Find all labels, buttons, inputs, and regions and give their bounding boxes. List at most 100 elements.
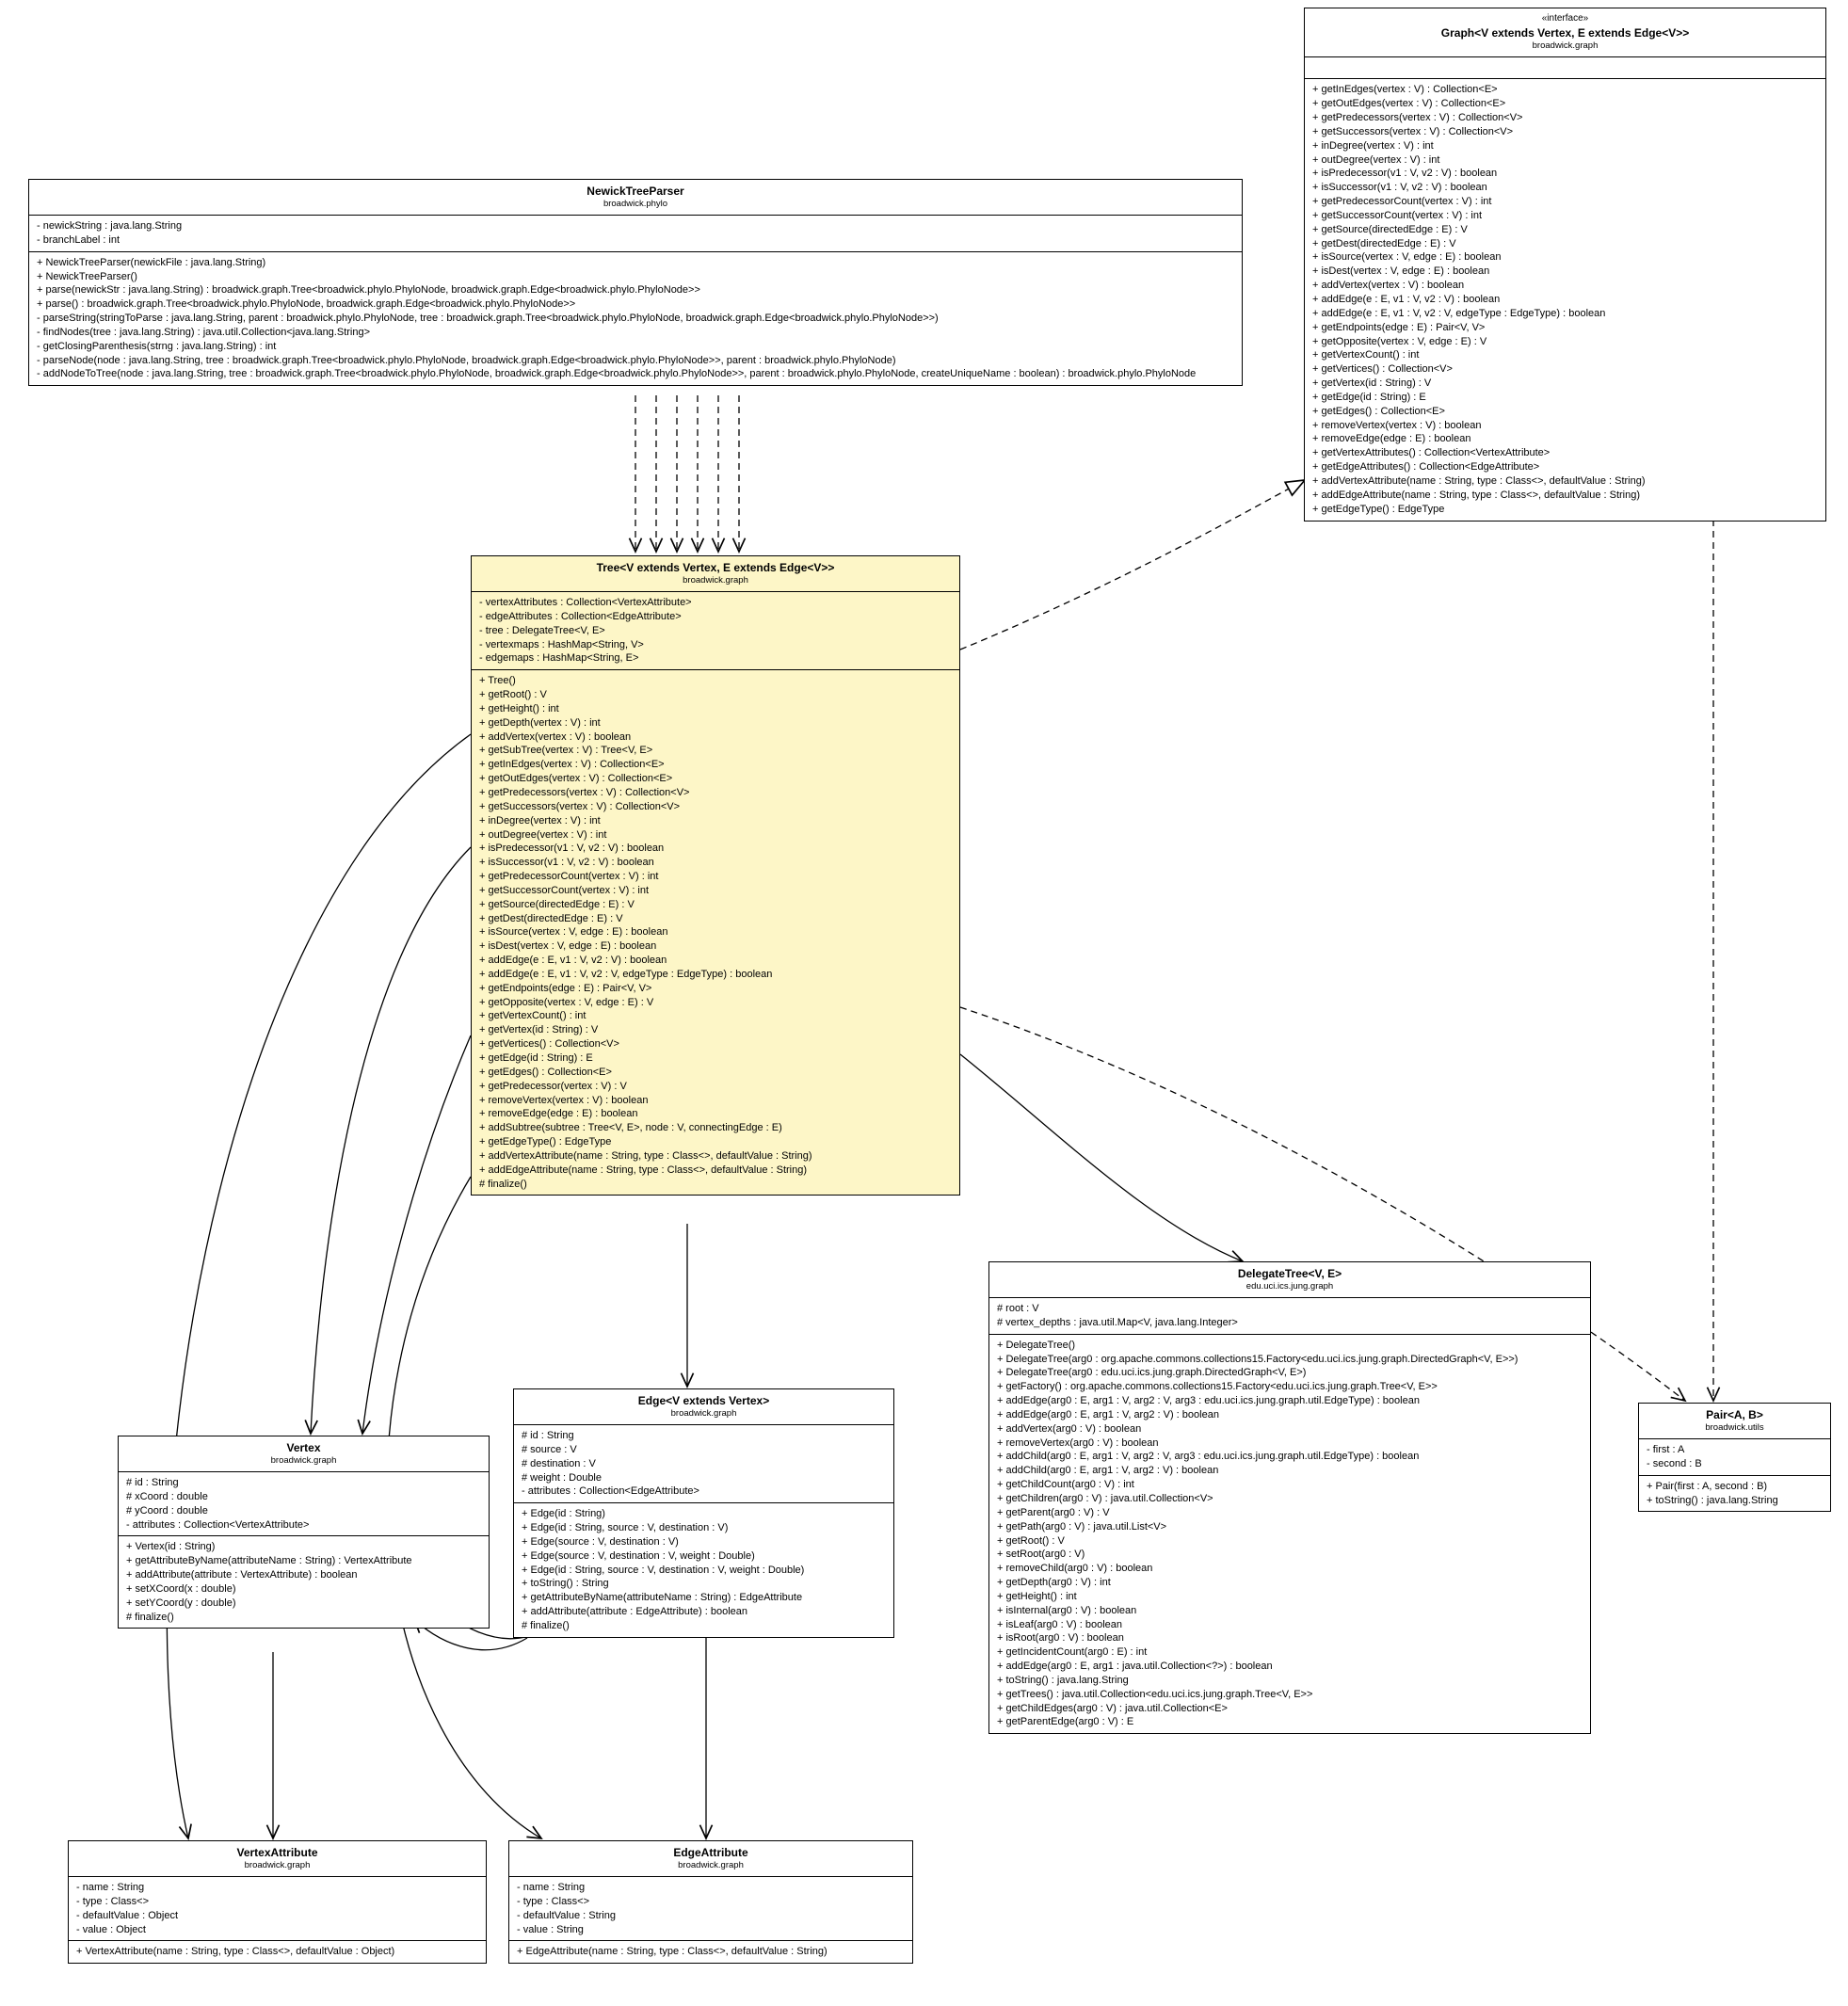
operation-row: # finalize() [479, 1178, 952, 1192]
operation-row: + getParentEdge(arg0 : V) : E [997, 1715, 1583, 1729]
operation-row: + addVertex(vertex : V) : boolean [479, 730, 952, 745]
attribute-row: - name : String [517, 1881, 905, 1895]
operation-row: # finalize() [126, 1611, 481, 1625]
attribute-row: - type : Class<> [517, 1895, 905, 1909]
uml-class-tree: Tree<V extends Vertex, E extends Edge<V>… [471, 555, 960, 1196]
operation-row: + addChild(arg0 : E, arg1 : V, arg2 : V,… [997, 1450, 1583, 1464]
operation-row: + VertexAttribute(name : String, type : … [76, 1945, 478, 1959]
operation-row: + getSource(directedEdge : E) : V [479, 898, 952, 912]
operation-row: + setRoot(arg0 : V) [997, 1548, 1583, 1562]
operations-section: + getInEdges(vertex : V) : Collection<E>… [1305, 79, 1825, 520]
operation-row: + getIncidentCount(arg0 : E) : int [997, 1645, 1583, 1660]
operation-row: + getSubTree(vertex : V) : Tree<V, E> [479, 744, 952, 758]
operation-row: + DelegateTree(arg0 : edu.uci.ics.jung.g… [997, 1366, 1583, 1380]
operation-row: + getEndpoints(edge : E) : Pair<V, V> [479, 982, 952, 996]
operation-row: + getChildEdges(arg0 : V) : java.util.Co… [997, 1702, 1583, 1716]
operation-row: + addVertexAttribute(name : String, type… [479, 1149, 952, 1163]
attributes-section: - name : String- type : Class<>- default… [69, 1877, 486, 1941]
operation-row: + removeVertex(arg0 : V) : boolean [997, 1436, 1583, 1451]
operation-row: + Edge(source : V, destination : V, weig… [522, 1549, 886, 1564]
operation-row: + getEdges() : Collection<E> [1312, 405, 1818, 419]
operation-row: + Pair(first : A, second : B) [1647, 1480, 1823, 1494]
operation-row: + getSuccessorCount(vertex : V) : int [479, 884, 952, 898]
class-package: broadwick.graph [74, 1860, 480, 1872]
attribute-row: - vertexmaps : HashMap<String, V> [479, 638, 952, 652]
operations-section: + DelegateTree()+ DelegateTree(arg0 : or… [989, 1335, 1590, 1734]
operation-row: + getPredecessorCount(vertex : V) : int [479, 870, 952, 884]
operation-row: + getOutEdges(vertex : V) : Collection<E… [1312, 97, 1818, 111]
class-name: Vertex [286, 1441, 320, 1454]
uml-class-pair: Pair<A, B>broadwick.utils- first : A- se… [1638, 1403, 1831, 1512]
class-title: EdgeAttributebroadwick.graph [509, 1841, 912, 1877]
operations-section: + Tree()+ getRoot() : V+ getHeight() : i… [472, 670, 959, 1195]
attribute-row: # yCoord : double [126, 1504, 481, 1518]
class-title: Edge<V extends Vertex>broadwick.graph [514, 1389, 893, 1425]
operation-row: + getOpposite(vertex : V, edge : E) : V [479, 996, 952, 1010]
uml-class-vertex: Vertexbroadwick.graph# id : String# xCoo… [118, 1436, 490, 1629]
operation-row: + EdgeAttribute(name : String, type : Cl… [517, 1945, 905, 1959]
class-name: EdgeAttribute [673, 1846, 747, 1859]
attributes-section: # root : V# vertex_depths : java.util.Ma… [989, 1298, 1590, 1335]
operation-row: + setXCoord(x : double) [126, 1582, 481, 1597]
operation-row: + getOutEdges(vertex : V) : Collection<E… [479, 772, 952, 786]
class-package: broadwick.graph [515, 1860, 907, 1872]
operation-row: - findNodes(tree : java.lang.String) : j… [37, 326, 1234, 340]
operation-row: + getInEdges(vertex : V) : Collection<E> [479, 758, 952, 772]
operation-row: + getChildCount(arg0 : V) : int [997, 1478, 1583, 1492]
operation-row: + addEdge(e : E, v1 : V, v2 : V, edgeTyp… [1312, 307, 1818, 321]
class-name: Tree<V extends Vertex, E extends Edge<V>… [597, 561, 835, 574]
operation-row: + toString() : String [522, 1577, 886, 1591]
class-title: Pair<A, B>broadwick.utils [1639, 1404, 1830, 1439]
operation-row: + Edge(id : String) [522, 1507, 886, 1521]
operation-row: - parseNode(node : java.lang.String, tre… [37, 354, 1234, 368]
class-package: broadwick.utils [1645, 1422, 1824, 1435]
operation-row: + parse(newickStr : java.lang.String) : … [37, 283, 1234, 297]
class-package: broadwick.graph [124, 1455, 483, 1468]
operation-row: + isInternal(arg0 : V) : boolean [997, 1604, 1583, 1618]
attribute-row: # id : String [522, 1429, 886, 1443]
operation-row: + getEdge(id : String) : E [479, 1051, 952, 1066]
operation-row: + isPredecessor(v1 : V, v2 : V) : boolea… [479, 842, 952, 856]
operation-row: - getClosingParenthesis(strng : java.lan… [37, 340, 1234, 354]
attribute-row: # weight : Double [522, 1471, 886, 1485]
class-package: broadwick.graph [477, 575, 954, 587]
operation-row: + isDest(vertex : V, edge : E) : boolean [479, 939, 952, 954]
operation-row: + removeVertex(vertex : V) : boolean [1312, 419, 1818, 433]
operation-row: + getEdgeType() : EdgeType [1312, 503, 1818, 517]
operation-row: + Edge(id : String, source : V, destinat… [522, 1521, 886, 1535]
class-package: broadwick.phylo [35, 199, 1236, 211]
operation-row: + DelegateTree(arg0 : org.apache.commons… [997, 1353, 1583, 1367]
attribute-row: - value : String [517, 1923, 905, 1937]
operation-row: + addChild(arg0 : E, arg1 : V, arg2 : V)… [997, 1464, 1583, 1478]
operation-row: + removeVertex(vertex : V) : boolean [479, 1094, 952, 1108]
attribute-row: - edgemaps : HashMap<String, E> [479, 651, 952, 666]
operation-row: + getEdges() : Collection<E> [479, 1066, 952, 1080]
attribute-row: # id : String [126, 1476, 481, 1490]
operation-row: + getVertex(id : String) : V [479, 1023, 952, 1037]
attribute-row: # root : V [997, 1302, 1583, 1316]
operation-row: + Tree() [479, 674, 952, 688]
operation-row: + getPath(arg0 : V) : java.util.List<V> [997, 1520, 1583, 1534]
operation-row: + getSuccessorCount(vertex : V) : int [1312, 209, 1818, 223]
operation-row: + getEndpoints(edge : E) : Pair<V, V> [1312, 321, 1818, 335]
attribute-row: - tree : DelegateTree<V, E> [479, 624, 952, 638]
class-package: edu.uci.ics.jung.graph [995, 1281, 1584, 1293]
operation-row: + getChildren(arg0 : V) : java.util.Coll… [997, 1492, 1583, 1506]
operation-row: + addEdge(e : E, v1 : V, v2 : V, edgeTyp… [479, 968, 952, 982]
operation-row: + getVertexCount() : int [479, 1009, 952, 1023]
operation-row: + addEdge(arg0 : E, arg1 : V, arg2 : V, … [997, 1394, 1583, 1408]
operation-row: + getPredecessor(vertex : V) : V [479, 1080, 952, 1094]
operation-row: + addEdge(arg0 : E, arg1 : V, arg2 : V) … [997, 1408, 1583, 1422]
operation-row: + isSource(vertex : V, edge : E) : boole… [1312, 250, 1818, 265]
operation-row: + Edge(id : String, source : V, destinat… [522, 1564, 886, 1578]
attribute-row: # vertex_depths : java.util.Map<V, java.… [997, 1316, 1583, 1330]
operation-row: + getVertexCount() : int [1312, 348, 1818, 362]
operation-row: + getAttributeByName(attributeName : Str… [522, 1591, 886, 1605]
uml-class-edge: Edge<V extends Vertex>broadwick.graph # i… [513, 1388, 894, 1638]
operation-row: + addEdgeAttribute(name : String, type :… [479, 1163, 952, 1178]
class-name: Pair<A, B> [1706, 1408, 1763, 1421]
operation-row: + isSource(vertex : V, edge : E) : boole… [479, 925, 952, 939]
class-package: broadwick.graph [520, 1408, 888, 1420]
attribute-row: - name : String [76, 1881, 478, 1895]
operation-row: + Vertex(id : String) [126, 1540, 481, 1554]
